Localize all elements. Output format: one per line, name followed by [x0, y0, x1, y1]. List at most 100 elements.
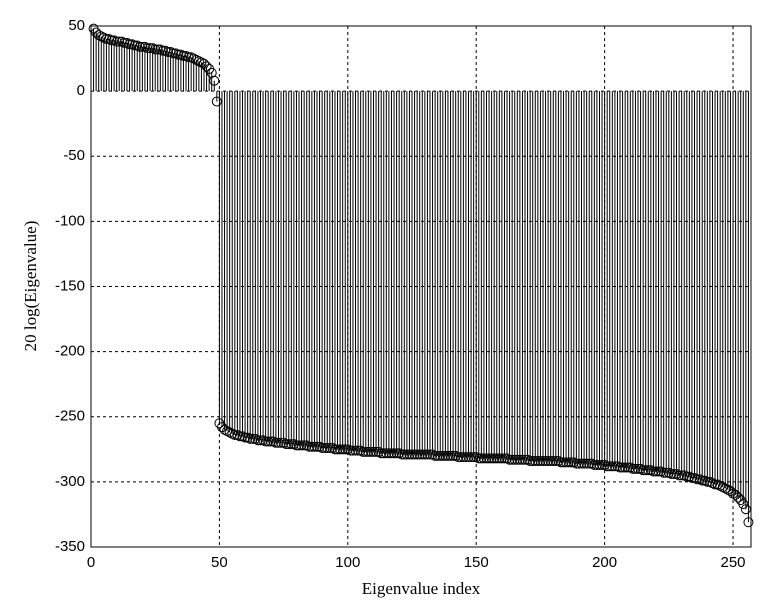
- stem-marker: [245, 433, 256, 444]
- stem-marker: [409, 449, 420, 460]
- stem-marker: [178, 50, 189, 61]
- stem-marker: [268, 436, 279, 447]
- y-tick-label: -250: [55, 408, 85, 425]
- stem-marker: [119, 37, 130, 48]
- stem-marker: [165, 47, 176, 58]
- stem-marker: [707, 478, 718, 489]
- stem-marker: [643, 465, 654, 476]
- stem-marker: [281, 439, 292, 450]
- stem-marker: [430, 450, 441, 461]
- y-tick-label: -100: [55, 212, 85, 229]
- stem-marker: [496, 453, 507, 464]
- stem-marker: [645, 465, 656, 476]
- stem-marker: [93, 30, 104, 41]
- stem-marker: [499, 453, 510, 464]
- stem-marker: [301, 440, 312, 451]
- stem-marker: [96, 31, 107, 42]
- stem-marker: [111, 36, 122, 47]
- stem-marker: [517, 454, 528, 465]
- stem-marker: [468, 452, 479, 463]
- stem-marker: [530, 456, 541, 467]
- stem-marker: [450, 450, 461, 461]
- stem-marker: [568, 457, 579, 468]
- stem-marker: [432, 450, 443, 461]
- stem-marker: [576, 458, 587, 469]
- stem-marker: [486, 453, 497, 464]
- stem-marker: [299, 440, 310, 451]
- stem-marker: [537, 456, 548, 467]
- stem-marker: [573, 458, 584, 469]
- y-tick-label: 50: [68, 17, 85, 34]
- stem-marker: [363, 446, 374, 457]
- stem-marker: [463, 452, 474, 463]
- stem-marker: [121, 37, 132, 48]
- stem-marker: [571, 458, 582, 469]
- stem-marker: [335, 444, 346, 455]
- stem-marker: [414, 449, 425, 460]
- stem-marker: [448, 450, 459, 461]
- stem-marker: [440, 450, 451, 461]
- stem-marker: [137, 41, 148, 52]
- x-tick-label: 250: [721, 554, 746, 571]
- stem-marker: [139, 41, 150, 52]
- stem-marker: [697, 475, 708, 486]
- stem-marker: [543, 456, 554, 467]
- stem-marker: [160, 45, 171, 56]
- y-tick-label: -150: [55, 277, 85, 294]
- stem-marker: [615, 462, 626, 473]
- stem-marker: [512, 454, 523, 465]
- stem-marker: [209, 75, 220, 86]
- stem-marker: [322, 443, 333, 454]
- stem-marker: [553, 456, 564, 467]
- stem-marker: [715, 480, 726, 491]
- stem-marker: [471, 452, 482, 463]
- stem-marker: [589, 459, 600, 470]
- plot-frame: [90, 25, 752, 548]
- stem-marker: [332, 444, 343, 455]
- stem-marker: [604, 461, 615, 472]
- stem-marker: [273, 437, 284, 448]
- stem-marker: [350, 445, 361, 456]
- stem-marker: [728, 488, 739, 499]
- stem-marker: [666, 469, 677, 480]
- stem-marker: [627, 463, 638, 474]
- stem-marker: [106, 35, 117, 46]
- stem-marker: [638, 465, 649, 476]
- stem-marker: [186, 52, 197, 63]
- stem-marker: [648, 466, 659, 477]
- stem-marker: [640, 465, 651, 476]
- y-axis-label: 20 log(Eigenvalue): [21, 221, 40, 352]
- stem-marker: [625, 462, 636, 473]
- stem-marker: [116, 36, 127, 47]
- stem-marker: [681, 471, 692, 482]
- stem-marker: [358, 446, 369, 457]
- stem-marker: [484, 453, 495, 464]
- stem-marker: [702, 476, 713, 487]
- stem-marker: [188, 53, 199, 64]
- stem-marker: [229, 429, 240, 440]
- stem-marker: [288, 439, 299, 450]
- stem-marker: [101, 34, 112, 45]
- stem-marker: [155, 44, 166, 55]
- stem-marker: [404, 449, 415, 460]
- stem-marker: [622, 462, 633, 473]
- stem-marker: [676, 470, 687, 481]
- stem-marker: [650, 466, 661, 477]
- stem-marker: [347, 445, 358, 456]
- stem-marker: [168, 48, 179, 59]
- stem-marker: [191, 54, 202, 65]
- stem-marker: [607, 461, 618, 472]
- stem-marker: [599, 459, 610, 470]
- stem-marker: [522, 454, 533, 465]
- stem-marker: [314, 441, 325, 452]
- stem-marker: [686, 472, 697, 483]
- stem-marker: [435, 450, 446, 461]
- stem-marker: [306, 441, 317, 452]
- stem-marker: [242, 432, 253, 443]
- stem-marker: [91, 27, 102, 38]
- stem-marker: [586, 458, 597, 469]
- stem-marker: [317, 443, 328, 454]
- stem-marker: [152, 44, 163, 55]
- x-tick-label: 150: [464, 554, 489, 571]
- stem-marker: [563, 457, 574, 468]
